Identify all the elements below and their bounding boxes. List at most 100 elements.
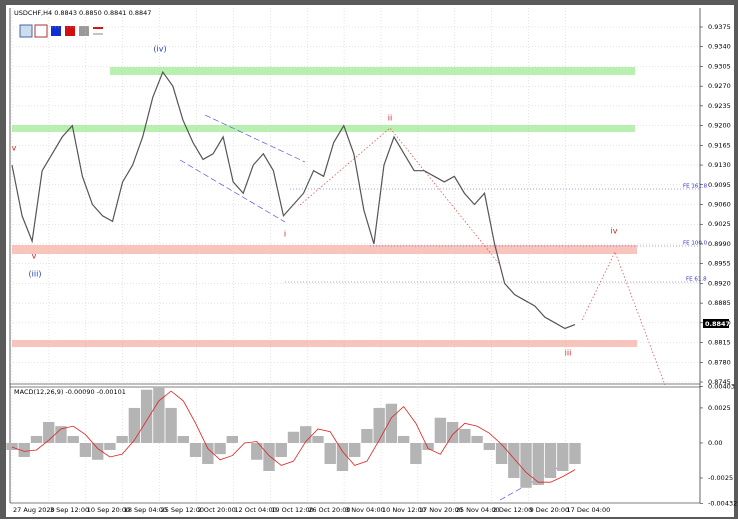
resistance-zone <box>12 245 637 254</box>
macd-bar <box>312 435 324 443</box>
y-tick-label: 0.00403 <box>708 383 735 391</box>
macd-bar <box>459 428 471 443</box>
price-line <box>11 70 576 330</box>
macd-bar <box>446 421 459 443</box>
x-tick-label: 26 Oct 20:00 <box>308 506 350 514</box>
macd-bar <box>373 407 385 443</box>
projection-line <box>299 127 501 266</box>
y-tick-label: 0.9165 <box>708 141 731 149</box>
tool-button[interactable] <box>19 24 33 38</box>
wave-label: iii <box>565 349 572 358</box>
wave-label: iv <box>611 227 618 236</box>
macd-bar <box>214 442 226 455</box>
macd-bar <box>18 442 30 457</box>
wave-label: v <box>32 252 37 261</box>
x-tick-label: 25 Nov 04:00 <box>456 506 500 514</box>
macd-bar <box>434 417 447 443</box>
x-tick-label: 10 Nov 12:00 <box>382 506 426 514</box>
macd-bar <box>43 421 55 443</box>
price-marker <box>703 319 729 328</box>
tool-button[interactable] <box>65 26 75 36</box>
wave-label: v <box>12 144 17 153</box>
macd-bar <box>30 435 43 443</box>
y-tick-label: 0.9340 <box>708 43 731 51</box>
macd-bar <box>361 428 373 443</box>
macd-bar <box>324 442 336 464</box>
fib-lines <box>179 114 700 501</box>
y-tick-label: 0.9200 <box>708 122 731 130</box>
x-tick-label: 17 Nov 20:00 <box>419 506 463 514</box>
y-tick-label: 0.9130 <box>708 161 731 169</box>
y-tick-label: -0.0025 <box>708 474 733 482</box>
macd-bar <box>177 435 190 443</box>
support-zone <box>12 125 635 132</box>
y-tick-label: 0.9025 <box>708 220 731 228</box>
macd-bar <box>520 442 532 488</box>
macd-bar <box>67 435 79 443</box>
y-tick-label: 0.9095 <box>708 181 731 189</box>
projection-line <box>581 251 666 386</box>
zones <box>12 67 637 347</box>
fe-label: FE 161.8 <box>683 184 708 190</box>
macd-bar <box>557 442 569 471</box>
macd-bar <box>165 407 177 443</box>
macd-bar <box>104 442 116 450</box>
current-price: 0.8847 <box>705 320 730 328</box>
x-tick-label: 10 Sep 20:00 <box>87 506 130 514</box>
y-tick-label: 0.9305 <box>708 62 731 70</box>
y-tick-label: 0.00 <box>708 439 722 447</box>
fe-label: FE 61.8 <box>686 277 707 283</box>
y-tick-label: 0.9235 <box>708 102 731 110</box>
macd-bar <box>275 442 287 457</box>
macd-bar <box>226 435 238 443</box>
y-tick-label: 0.0025 <box>708 404 731 412</box>
x-tick-label: 9 Dec 20:00 <box>530 506 570 514</box>
x-tick-label: 19 Oct 12:00 <box>271 506 313 514</box>
macd-bar <box>495 442 508 464</box>
resistance-zone <box>12 340 637 347</box>
y-tick-label: 0.8955 <box>708 260 731 268</box>
macd-bar <box>263 442 275 471</box>
tool-button[interactable] <box>51 26 61 36</box>
x-tick-label: 27 Aug 2020 <box>13 506 55 514</box>
macd-bar <box>79 442 92 457</box>
y-tick-label: 0.9375 <box>708 23 731 31</box>
macd-bar <box>544 442 557 478</box>
macd-bar <box>422 442 434 450</box>
macd-bar <box>300 426 312 443</box>
macd-bar <box>508 442 520 478</box>
y-tick-label: 0.8885 <box>708 299 731 307</box>
macd-bar <box>128 407 141 443</box>
tool-button[interactable] <box>79 26 89 36</box>
macd-label: MACD(12,26,9) -0.00090 -0.00101 <box>14 388 126 396</box>
macd-bar <box>410 442 422 464</box>
projection <box>299 127 666 386</box>
macd-bar <box>153 386 165 443</box>
x-tick-label: 18 Sep 04:00 <box>124 506 167 514</box>
macd-bar <box>336 442 349 471</box>
x-tick-label: 17 Dec 04:00 <box>567 506 611 514</box>
divergence-line <box>499 457 576 501</box>
wave-label: (iii) <box>29 270 42 279</box>
y-tick-label: 0.8990 <box>708 240 731 248</box>
channel-line <box>204 114 306 163</box>
macd-bar <box>6 442 18 450</box>
macd-bar <box>471 435 483 443</box>
macd-bar <box>349 442 361 457</box>
toolbar[interactable] <box>19 24 103 38</box>
macd-bar <box>397 435 410 443</box>
x-tick-label: 12 Oct 04:00 <box>234 506 276 514</box>
wave-label: i <box>284 230 286 239</box>
signal-line <box>11 390 576 483</box>
plot: 0.9375 0.9340 0.9305 0.9270 0.9235 0.9200 0.91… <box>6 8 737 514</box>
macd-bar <box>140 389 153 443</box>
fe-label: FE 100.0 <box>683 241 708 247</box>
macd-bar <box>483 442 496 450</box>
tool-button[interactable] <box>34 24 48 38</box>
macd-bar <box>55 426 67 443</box>
macd-bar <box>251 442 263 460</box>
y-tick-label: 0.8920 <box>708 279 731 287</box>
macd-bar <box>91 442 104 460</box>
